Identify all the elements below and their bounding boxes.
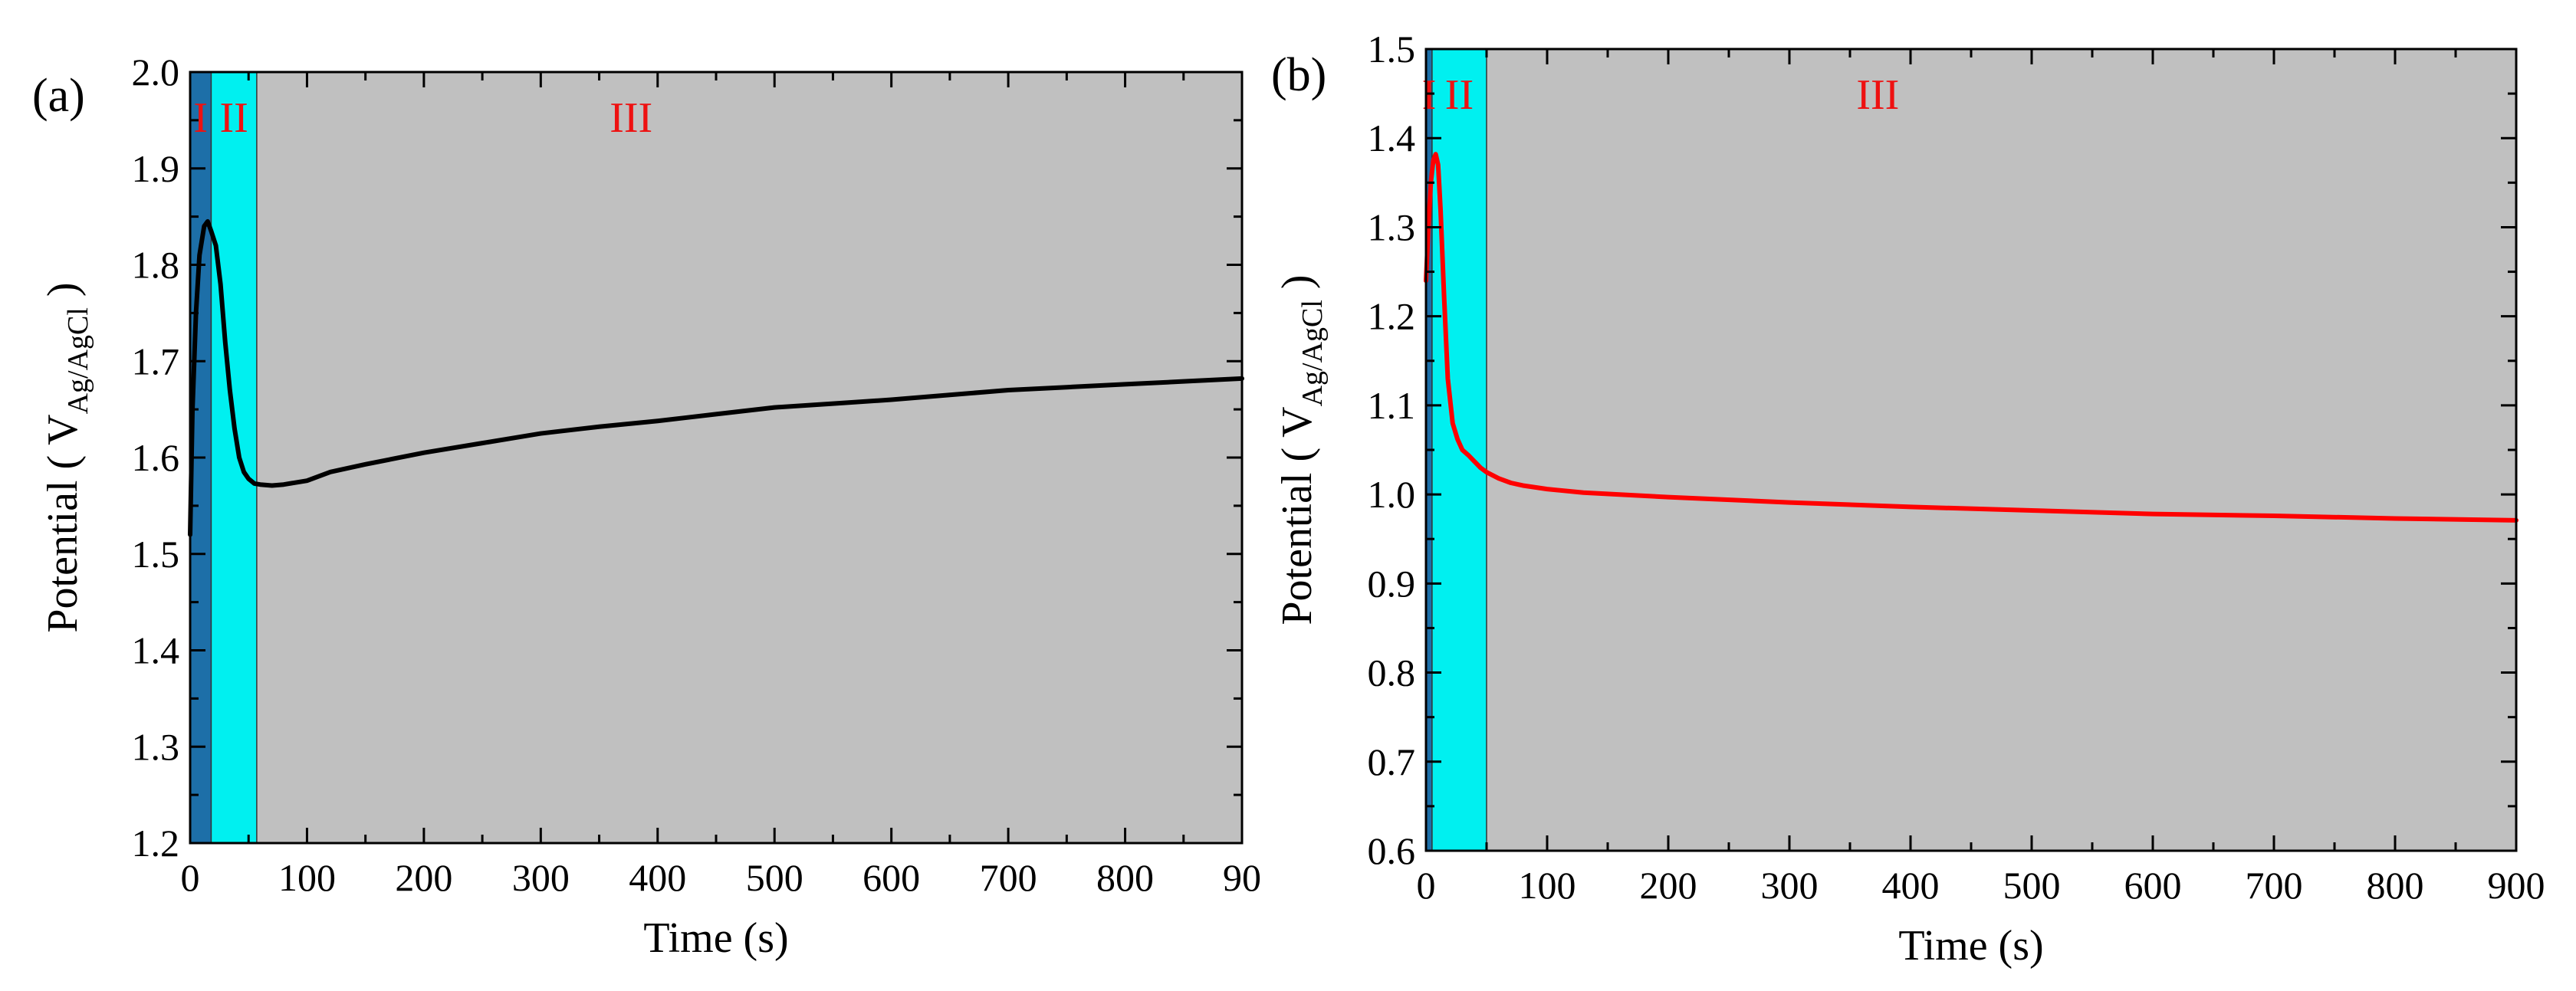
chart-0-xtick-label-1: 100 [278,856,336,899]
chart-1-ytick-label-2: 0.8 [1368,651,1416,694]
chart-1-ytick-label-3: 0.9 [1368,562,1416,605]
chart-0-region-label-1: I [193,94,208,142]
chart-0-xtick-label-6: 600 [863,856,920,899]
chart-0-xlabel: Time (s) [643,914,788,962]
chart-1-xtick-label-5: 500 [2003,864,2061,907]
chart-1-xtick-label-2: 200 [1640,864,1697,907]
chart-0-region-label-2: II [220,94,248,142]
chart-1-ylabel: Potential ( VAg/AgCl ) [1273,274,1329,625]
chart-0-xtick-label-8: 800 [1096,856,1154,899]
chart-0-xtick-label-0: 0 [181,856,200,899]
chart-1-ylabel-suffix: ) [1273,274,1321,300]
chart-1-xtick-label-4: 400 [1882,864,1940,907]
chart-1-region-label-2: II [1445,71,1474,119]
chart-1-panel-label: (b) [1271,49,1326,101]
chart-0-region-2-fill [211,72,257,843]
chart-0-ytick-label-5: 1.7 [132,340,180,382]
chart-0-xtick-label-4: 400 [629,856,686,899]
chart-0-xtick-label-9: 90 [1223,856,1261,899]
chart-0-xtick-label-5: 500 [746,856,803,899]
chart-1-xtick-label-0: 0 [1417,864,1436,907]
chart-1-ytick-label-6: 1.2 [1368,295,1416,338]
chart-1-ytick-label-5: 1.1 [1368,384,1416,427]
chart-0-xtick-label-7: 700 [980,856,1037,899]
chart-1-xtick-label-6: 600 [2124,864,2182,907]
chart-1-xtick-label-8: 800 [2367,864,2424,907]
chart-1-ytick-label-0: 0.6 [1368,829,1416,872]
chart-1-ylabel-prefix: Potential ( V [1273,406,1321,625]
chart-1-xtick-label-7: 700 [2246,864,2303,907]
chart-1-region-3-fill [1487,49,2516,851]
chart-1-ytick-label-8: 1.4 [1368,116,1416,159]
chart-0-ytick-label-6: 1.8 [132,244,180,287]
chart-0-xtick-label-3: 300 [512,856,570,899]
chart-0-ytick-label-0: 1.2 [132,822,180,865]
chart-1-xtick-label-9: 900 [2488,864,2545,907]
chart-0-panel-label: (a) [32,70,85,122]
chart-0-ytick-label-8: 2.0 [132,51,180,94]
chart-0-ytick-label-4: 1.6 [132,436,180,479]
chart-1-ytick-label-7: 1.3 [1368,205,1416,248]
chart-0-ytick-label-2: 1.4 [132,629,180,672]
chart-1-series-1-line [1424,152,2518,523]
chart-0-ytick-label-7: 1.9 [132,147,180,190]
chart-1-xlabel: Time (s) [1898,922,2043,970]
chart-1-region-label-3: III [1856,71,1899,119]
chart-1-ytick-label-9: 1.5 [1368,28,1416,71]
chart-1-ytick-label-4: 1.0 [1368,473,1416,516]
chart-1-ytick-label-1: 0.7 [1368,740,1416,783]
chart-0-series-1-line [188,218,1244,537]
chart-0-ylabel-prefix: Potential ( V [39,414,87,632]
chart-0-xtick-label-2: 200 [395,856,452,899]
chart-1-ylabel-subscript: Ag/AgCl [1296,300,1329,406]
chart-1-region-label-1: I [1422,71,1437,119]
chart-0-ylabel: Potential ( VAg/AgCl ) [39,282,94,632]
chart-1-xtick-label-1: 100 [1519,864,1576,907]
chart-0-ylabel-suffix: ) [39,282,87,307]
chart-0-ylabel-subscript: Ag/AgCl [62,307,94,414]
chart-0-region-label-3: III [610,94,652,142]
chart-1-xtick-label-3: 300 [1761,864,1819,907]
chart-0-region-3-fill [256,72,1243,843]
chart-0-ytick-label-1: 1.3 [132,725,180,768]
chart-0-ytick-label-3: 1.5 [132,533,180,576]
